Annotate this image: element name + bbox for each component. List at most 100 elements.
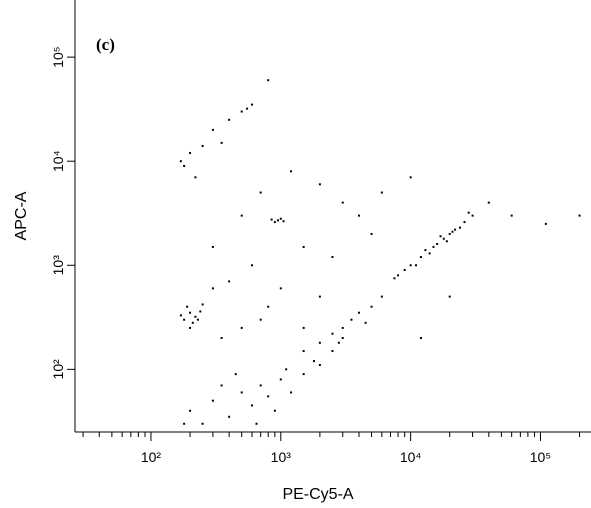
point — [380, 191, 383, 194]
point — [448, 295, 451, 298]
point — [246, 107, 249, 110]
point — [194, 176, 197, 179]
point — [331, 350, 334, 353]
point — [397, 274, 400, 277]
point — [318, 183, 321, 186]
point — [302, 373, 305, 376]
point — [318, 364, 321, 367]
x-tick-label: 10³ — [271, 449, 292, 465]
point — [196, 318, 199, 321]
point — [331, 332, 334, 335]
point — [364, 321, 367, 324]
point — [189, 409, 192, 412]
point — [463, 221, 466, 224]
point — [341, 326, 344, 329]
point — [419, 337, 422, 340]
point — [341, 337, 344, 340]
point — [578, 214, 581, 217]
point — [179, 314, 182, 317]
point — [183, 318, 186, 321]
point — [393, 277, 396, 280]
point — [259, 318, 262, 321]
point — [318, 295, 321, 298]
point — [403, 269, 406, 272]
point — [189, 326, 192, 329]
point — [220, 337, 223, 340]
point — [467, 211, 470, 214]
point — [442, 237, 445, 240]
point — [228, 415, 231, 418]
point — [318, 341, 321, 344]
point — [279, 217, 282, 220]
point — [194, 315, 197, 318]
point — [183, 422, 186, 425]
point — [290, 391, 293, 394]
annotation: (c) — [96, 35, 115, 54]
point — [240, 391, 243, 394]
point — [428, 252, 431, 255]
point — [510, 214, 513, 217]
point — [337, 341, 340, 344]
point — [432, 245, 435, 248]
point — [302, 326, 305, 329]
point — [189, 311, 192, 314]
point — [439, 235, 442, 238]
point — [234, 373, 237, 376]
point — [240, 110, 243, 113]
point — [331, 256, 334, 259]
point — [415, 264, 418, 267]
point — [419, 256, 422, 259]
point — [276, 219, 279, 222]
point — [487, 201, 490, 204]
point — [350, 318, 353, 321]
point — [183, 164, 186, 167]
point — [273, 409, 276, 412]
point — [228, 118, 231, 121]
y-tick-label: 10² — [50, 359, 66, 380]
point — [424, 249, 427, 252]
point — [220, 384, 223, 387]
point — [211, 245, 214, 248]
x-tick-label: 10² — [141, 449, 162, 465]
point — [370, 232, 373, 235]
point — [250, 103, 253, 106]
point — [211, 399, 214, 402]
point — [458, 226, 461, 229]
point — [228, 280, 231, 283]
point — [250, 404, 253, 407]
point — [302, 245, 305, 248]
point — [451, 230, 454, 233]
point — [267, 79, 270, 82]
point — [312, 360, 315, 363]
point — [279, 378, 282, 381]
point — [302, 350, 305, 353]
point — [199, 310, 202, 313]
point — [267, 395, 270, 398]
y-tick-label: 10⁴ — [50, 150, 66, 172]
x-tick-label: 10⁵ — [530, 449, 551, 465]
point — [448, 232, 451, 235]
point — [191, 321, 194, 324]
point — [357, 311, 360, 314]
point — [211, 287, 214, 290]
point — [259, 191, 262, 194]
x-tick-label: 10⁴ — [400, 449, 422, 465]
point — [436, 243, 439, 246]
point — [380, 295, 383, 298]
point — [259, 384, 262, 387]
point — [544, 222, 547, 225]
point — [201, 422, 204, 425]
point — [270, 218, 273, 221]
point — [445, 240, 448, 243]
point — [240, 214, 243, 217]
point — [454, 228, 457, 231]
point — [282, 220, 285, 223]
point — [285, 368, 288, 371]
y-axis-title: APC-A — [13, 191, 30, 240]
point — [370, 305, 373, 308]
point — [471, 214, 474, 217]
point — [220, 141, 223, 144]
point — [201, 144, 204, 147]
point — [211, 128, 214, 131]
